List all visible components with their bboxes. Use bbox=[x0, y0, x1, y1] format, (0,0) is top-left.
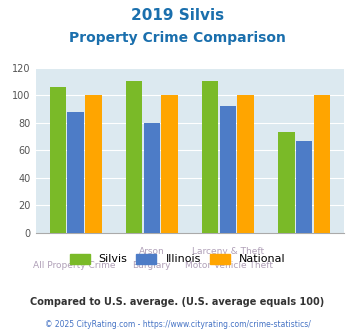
Text: Larceny & Theft: Larceny & Theft bbox=[192, 248, 264, 256]
Bar bbox=[162, 95, 178, 233]
Bar bbox=[202, 82, 218, 233]
Bar bbox=[143, 123, 160, 233]
Bar bbox=[237, 95, 254, 233]
Legend: Silvis, Illinois, National: Silvis, Illinois, National bbox=[67, 251, 288, 267]
Bar bbox=[313, 95, 330, 233]
Text: 2019 Silvis: 2019 Silvis bbox=[131, 8, 224, 23]
Text: Arson: Arson bbox=[138, 248, 164, 256]
Bar bbox=[126, 82, 142, 233]
Text: Property Crime Comparison: Property Crime Comparison bbox=[69, 31, 286, 45]
Bar bbox=[50, 87, 66, 233]
Text: All Property Crime: All Property Crime bbox=[33, 261, 115, 270]
Text: Motor Vehicle Theft: Motor Vehicle Theft bbox=[185, 261, 273, 270]
Text: © 2025 CityRating.com - https://www.cityrating.com/crime-statistics/: © 2025 CityRating.com - https://www.city… bbox=[45, 320, 310, 329]
Text: Burglary: Burglary bbox=[132, 261, 170, 270]
Bar bbox=[85, 95, 102, 233]
Bar bbox=[220, 106, 236, 233]
Bar bbox=[67, 112, 84, 233]
Bar bbox=[296, 141, 312, 233]
Text: Compared to U.S. average. (U.S. average equals 100): Compared to U.S. average. (U.S. average … bbox=[31, 297, 324, 307]
Bar bbox=[278, 132, 295, 233]
